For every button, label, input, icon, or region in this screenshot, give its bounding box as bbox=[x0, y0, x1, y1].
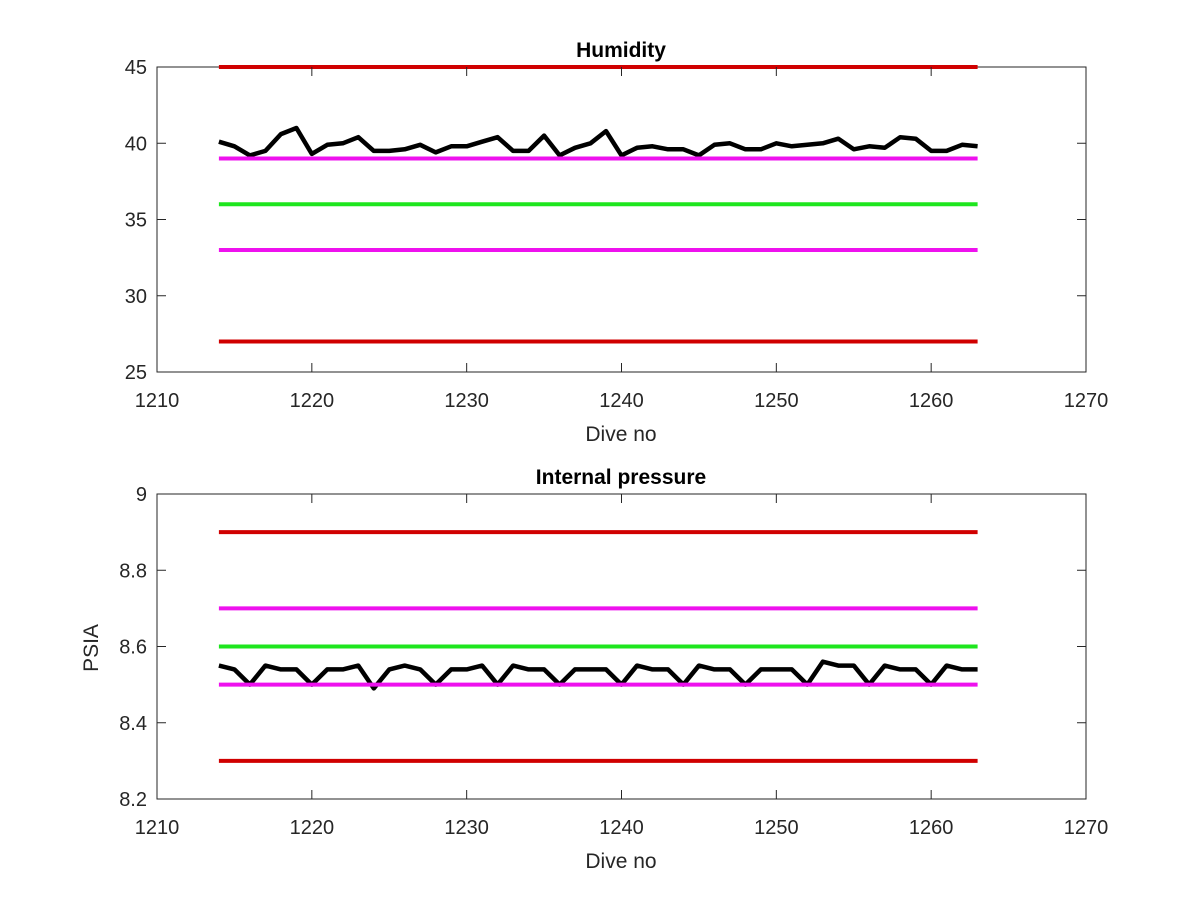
internal-pressure-x-tick-label: 1250 bbox=[754, 817, 799, 839]
humidity-data-line bbox=[218, 125, 978, 158]
humidity-x-tick-label: 1260 bbox=[909, 390, 954, 412]
humidity-y-tick-label: 35 bbox=[125, 210, 147, 232]
internal-pressure-y-tick-label: 9 bbox=[136, 484, 147, 506]
humidity-axes-box bbox=[156, 66, 1087, 373]
internal-pressure-y-tick-label: 8.2 bbox=[119, 789, 147, 811]
humidity-x-tick-label: 1210 bbox=[135, 390, 180, 412]
internal-pressure-y-axis-label: PSIA bbox=[80, 624, 103, 672]
internal-pressure-y-tick-label: 8.6 bbox=[119, 637, 147, 659]
internal-pressure-y-tick-label: 8.4 bbox=[119, 713, 147, 735]
internal-pressure-x-tick-label: 1210 bbox=[135, 817, 180, 839]
humidity-y-tick-label: 25 bbox=[125, 362, 147, 384]
internal-pressure-title: Internal pressure bbox=[536, 466, 706, 489]
humidity-plot: Humidity Dive no 1210 1220 1230 1240 1250 126… bbox=[125, 39, 1109, 446]
internal-pressure-x-tick-label: 1260 bbox=[909, 817, 954, 839]
internal-pressure-data-line bbox=[218, 659, 978, 691]
humidity-x-tick-label: 1270 bbox=[1064, 390, 1109, 412]
humidity-x-tick-label: 1250 bbox=[754, 390, 799, 412]
humidity-y-tick-label: 45 bbox=[125, 57, 147, 79]
internal-pressure-x-tick-label: 1270 bbox=[1064, 817, 1109, 839]
humidity-x-axis-label: Dive no bbox=[585, 423, 656, 446]
humidity-title: Humidity bbox=[576, 39, 666, 62]
internal-pressure-x-axis-label: Dive no bbox=[585, 850, 656, 873]
internal-pressure-x-tick-label: 1220 bbox=[290, 817, 335, 839]
humidity-y-tick-label: 40 bbox=[125, 133, 147, 155]
humidity-x-tick-label: 1240 bbox=[599, 390, 644, 412]
humidity-x-tick-label: 1230 bbox=[444, 390, 489, 412]
internal-pressure-x-tick-label: 1230 bbox=[444, 817, 489, 839]
internal-pressure-y-tick-label: 8.8 bbox=[119, 560, 147, 582]
internal-pressure-plot: Internal pressure Dive no PSIA 1210 1220 1… bbox=[80, 466, 1108, 873]
humidity-y-tick-label: 30 bbox=[125, 286, 147, 308]
internal-pressure-x-tick-label: 1240 bbox=[599, 817, 644, 839]
humidity-x-tick-label: 1220 bbox=[290, 390, 335, 412]
